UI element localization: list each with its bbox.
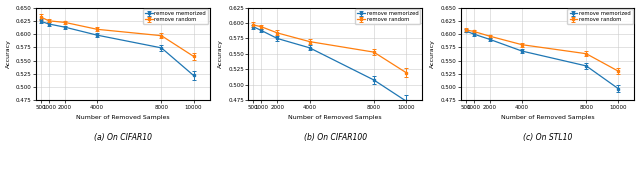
Y-axis label: Accuracy: Accuracy	[218, 40, 223, 68]
Legend: remove memorized, remove random: remove memorized, remove random	[143, 9, 208, 24]
Legend: remove memorized, remove random: remove memorized, remove random	[355, 9, 420, 24]
X-axis label: Number of Removed Samples: Number of Removed Samples	[501, 115, 595, 120]
Title: (a) On CIFAR10: (a) On CIFAR10	[94, 133, 152, 142]
X-axis label: Number of Removed Samples: Number of Removed Samples	[76, 115, 170, 120]
Title: (c) On STL10: (c) On STL10	[523, 133, 572, 142]
Legend: remove memorized, remove random: remove memorized, remove random	[568, 9, 633, 24]
Title: (b) On CIFAR100: (b) On CIFAR100	[303, 133, 367, 142]
Y-axis label: Accuracy: Accuracy	[6, 40, 10, 68]
X-axis label: Number of Removed Samples: Number of Removed Samples	[289, 115, 382, 120]
Y-axis label: Accuracy: Accuracy	[430, 40, 435, 68]
